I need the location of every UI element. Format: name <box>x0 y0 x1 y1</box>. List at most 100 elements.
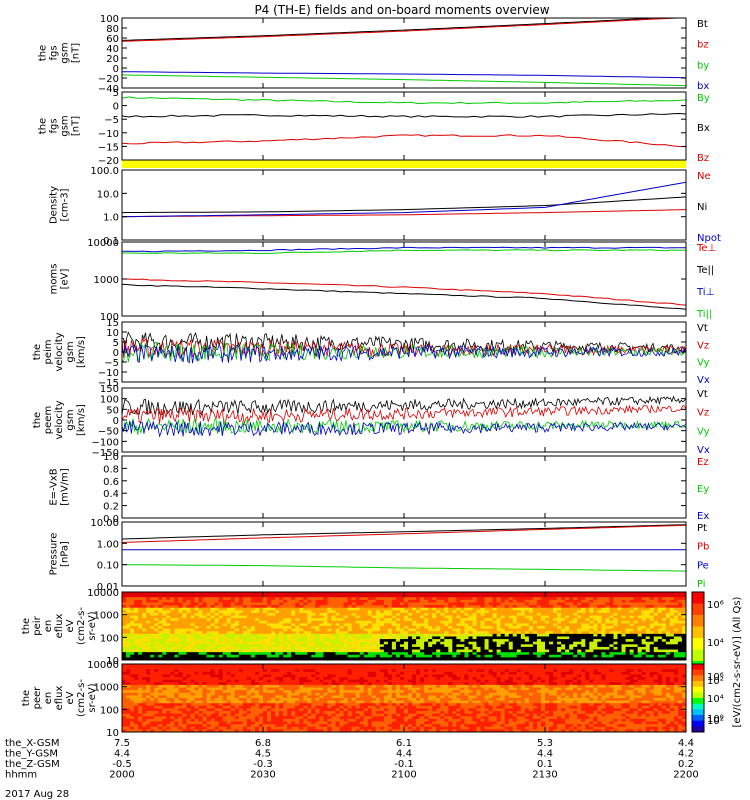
ylabel-line: the <box>32 344 43 360</box>
ephemeris-label: hhmm <box>5 770 37 781</box>
ytick-label: −5 <box>104 115 119 126</box>
ylabel-line: sr-eV) <box>87 611 98 640</box>
series-Vx <box>121 344 687 364</box>
ephemeris-label: the_X-GSM <box>5 738 59 749</box>
ylabel-line: gsm <box>60 42 71 63</box>
ytick-label: 100 <box>100 312 119 323</box>
colorbar-cell <box>692 692 704 699</box>
panel-8: Pt Pb Pe Pi 10.00 1.00 0.10 0.01 Pressure [nPa] <box>49 518 710 593</box>
colorbar-cell <box>692 649 704 662</box>
ytick-label: 0.8 <box>103 464 119 475</box>
ytick-label: 0 <box>113 102 119 113</box>
panel-frame <box>121 387 687 453</box>
series-Pt <box>121 524 687 540</box>
series-Pi <box>122 564 687 572</box>
ylabel-line: [mV/m] <box>60 468 71 506</box>
ytick-label: 100 <box>100 14 119 25</box>
colorbar-cell <box>692 681 704 688</box>
ylabel-line: velocity <box>54 400 65 439</box>
ylabel-line: [eV] <box>60 269 71 290</box>
ytick-label: 10 <box>106 656 119 667</box>
colorbar-cell <box>692 669 704 676</box>
legend-Bt: Bt <box>697 19 708 30</box>
colorbar-tick: 10⁶ <box>707 672 724 683</box>
legend-Vz: Vz <box>697 408 709 419</box>
legend-Pt: Pt <box>697 523 707 534</box>
ephemeris-value: -0.3 <box>253 759 273 770</box>
legend-Ey: Ey <box>697 484 709 495</box>
ytick-label: 0 <box>113 348 119 359</box>
ylabel-line: eV <box>65 619 76 632</box>
ytick-label: 5 <box>113 88 119 99</box>
ytick-label: −10 <box>98 129 119 140</box>
colorbar-cell <box>692 715 704 722</box>
series-Bz <box>121 134 687 148</box>
ylabel-line: velocity <box>54 332 65 371</box>
ephemeris-value: 4.2 <box>678 749 694 760</box>
ytick-label: 1.0 <box>103 213 119 224</box>
series-Vt <box>121 395 687 416</box>
panel-frame <box>121 455 687 519</box>
ephemeris-value: 4.4 <box>537 749 553 760</box>
legend-Vy: Vy <box>697 358 710 369</box>
legend-Ex: Ex <box>697 511 709 522</box>
ytick-label: 10 <box>106 328 119 339</box>
ylabel-line: fgs <box>49 118 60 133</box>
colorbar-tick: 10⁶ <box>707 600 724 611</box>
ephemeris-value: 4.4 <box>678 738 694 749</box>
ytick-label: 100 <box>100 633 119 644</box>
panel-10: 10000 1000 100 10 the peer en eflux eV (cm2-s-sr-… <box>21 660 687 739</box>
ylabel-line: (cm2-s- <box>76 607 87 645</box>
ephemeris-value: 4.4 <box>114 749 130 760</box>
ytick-label: 0.4 <box>103 489 119 500</box>
ytick-label: −40 <box>98 84 119 95</box>
ylabel-line: [nPa] <box>60 541 71 567</box>
panel-frame <box>121 17 687 89</box>
panel-4: Te⊥ Te|| Ti⊥ Ti|| 10000 1000 100 moms [eV] <box>49 238 717 323</box>
date-label: 2017 Aug 28 <box>5 789 69 800</box>
legend-Ne: Ne <box>697 171 711 182</box>
colorbar-cell <box>692 703 704 710</box>
colorbar-cell <box>692 709 704 716</box>
ylabel-line: the <box>21 690 32 706</box>
ytick-label: 5 <box>113 338 119 349</box>
legend-Ez: Ez <box>697 457 709 468</box>
panel-frame <box>121 321 687 383</box>
ytick-label: 0 <box>113 416 119 427</box>
ephemeris-value: 0.1 <box>537 759 553 770</box>
legend-Bx: Bx <box>697 123 710 134</box>
legend-Bz: Bz <box>697 153 709 164</box>
ytick-label: 1.0 <box>103 452 119 463</box>
series-by <box>121 74 687 87</box>
coverage-bar <box>122 160 686 168</box>
ytick-label: −15 <box>98 142 119 153</box>
series-Ni <box>121 196 687 214</box>
legend-Pb: Pb <box>697 542 709 553</box>
ytick-label: 10000 <box>87 588 119 599</box>
ytick-label: 20 <box>106 54 119 65</box>
figure-title: P4 (TH-E) fields and on-board moments ov… <box>254 3 549 17</box>
colorbar-cell <box>692 638 704 650</box>
series-Te <box>121 278 687 306</box>
ytick-label: 80 <box>106 24 119 35</box>
ytick-label: 1000 <box>94 611 119 622</box>
colorbar-tick: 10⁴ <box>707 638 724 649</box>
legend-Ni: Ni <box>697 202 707 213</box>
ytick-label: 50 <box>106 405 119 416</box>
ytick-label: −150 <box>92 448 119 459</box>
ytick-label: −20 <box>98 156 119 167</box>
ylabel-line: gsm <box>65 341 76 362</box>
ylabel-line: [km/s] <box>76 404 87 436</box>
ytick-label: −15 <box>98 378 119 389</box>
heatmap-cells <box>122 592 687 661</box>
ytick-label: 0.0 <box>103 514 119 525</box>
legend-Vy: Vy <box>697 426 710 437</box>
ephemeris-value: 4.4 <box>396 749 412 760</box>
legend-Vt: Vt <box>697 323 708 334</box>
series-Vt <box>121 331 687 354</box>
legend-Npot: Npot <box>697 233 721 244</box>
ytick-label: 15 <box>106 318 119 329</box>
legend-Pi: Pi <box>697 579 706 590</box>
colorbar-cell <box>692 626 704 639</box>
